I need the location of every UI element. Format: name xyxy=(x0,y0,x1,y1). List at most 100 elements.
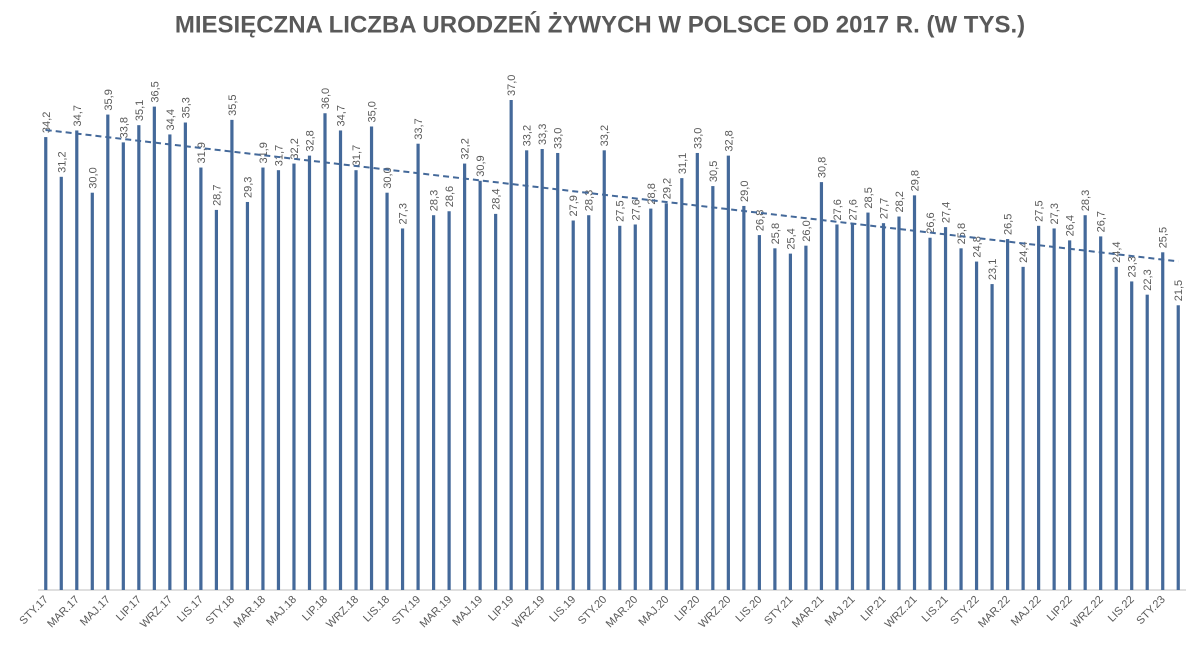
bar xyxy=(912,195,917,590)
bar xyxy=(1005,239,1010,590)
bar xyxy=(928,237,932,590)
bar xyxy=(1037,225,1041,591)
value-label: 28,8 xyxy=(646,183,658,204)
value-label: 32,2 xyxy=(460,138,472,159)
bar xyxy=(1145,294,1149,590)
x-tick-label: STY.23 xyxy=(1134,594,1167,627)
x-tick-label: LIP.21 xyxy=(859,594,889,624)
bar xyxy=(245,201,250,591)
x-tick-label: LIS.19 xyxy=(547,594,578,625)
value-label: 34,2 xyxy=(41,112,53,133)
bar xyxy=(369,126,374,591)
bar xyxy=(850,224,855,590)
bar xyxy=(168,134,172,590)
bar xyxy=(447,211,451,591)
value-label: 35,1 xyxy=(134,100,146,121)
value-label: 27,4 xyxy=(941,202,953,223)
bar xyxy=(1021,266,1025,590)
value-label: 32,8 xyxy=(723,130,735,151)
x-tick-label: LIP.17 xyxy=(114,594,144,624)
value-label: 31,7 xyxy=(273,145,285,166)
value-label: 26,0 xyxy=(801,220,813,241)
x-tick-label: WRZ.20 xyxy=(696,594,733,631)
x-tick-label: LIP.19 xyxy=(486,594,516,624)
bar xyxy=(757,235,761,590)
value-label: 29,8 xyxy=(910,170,922,191)
bar xyxy=(509,100,513,590)
bar xyxy=(431,215,436,590)
x-tick-label: LIP.22 xyxy=(1045,594,1075,624)
bar xyxy=(385,192,389,590)
bar xyxy=(773,248,777,590)
value-label: 28,3 xyxy=(429,190,441,211)
value-label: 31,2 xyxy=(56,151,68,172)
bar xyxy=(726,155,730,590)
value-label: 33,0 xyxy=(692,128,704,149)
value-label: 24,4 xyxy=(1018,241,1030,262)
bar xyxy=(292,163,296,590)
bar xyxy=(804,245,808,591)
x-tick-label: LIS.21 xyxy=(920,594,951,625)
bar xyxy=(261,167,265,591)
bar xyxy=(835,224,839,590)
x-tick-label: MAR.22 xyxy=(976,594,1013,631)
bar xyxy=(788,253,793,590)
value-label: 33,2 xyxy=(522,125,534,146)
value-label: 34,7 xyxy=(72,105,84,126)
bar xyxy=(230,119,234,590)
value-label: 33,8 xyxy=(118,117,130,138)
bar xyxy=(742,205,746,590)
bar xyxy=(463,163,467,590)
value-label: 28,6 xyxy=(444,186,456,207)
bar xyxy=(556,152,560,591)
bar xyxy=(183,122,187,590)
value-label: 25,4 xyxy=(785,228,797,249)
value-label: 26,5 xyxy=(1003,214,1015,235)
x-tick-label: MAJ.18 xyxy=(264,594,299,629)
bar xyxy=(1161,252,1165,590)
bar xyxy=(152,106,156,591)
bar xyxy=(819,182,824,591)
value-label: 31,9 xyxy=(258,142,270,163)
value-label: 28,3 xyxy=(584,190,596,211)
value-label: 34,4 xyxy=(165,109,177,130)
bar xyxy=(276,170,281,590)
x-tick-label: MAR.21 xyxy=(790,594,827,631)
bar xyxy=(478,180,482,590)
value-label: 27,5 xyxy=(615,200,627,221)
value-label: 26,4 xyxy=(1065,215,1077,236)
x-tick-label: LIP.18 xyxy=(300,594,330,624)
value-label: 33,3 xyxy=(537,124,549,145)
value-label: 31,7 xyxy=(351,145,363,166)
x-tick-label: MAR.19 xyxy=(418,594,455,631)
bar xyxy=(400,228,405,590)
value-label: 34,7 xyxy=(336,105,348,126)
value-label: 27,5 xyxy=(1034,200,1046,221)
value-label: 27,6 xyxy=(847,199,859,220)
bar xyxy=(897,216,901,591)
trendline xyxy=(45,129,1179,263)
x-tick-label: WRZ.19 xyxy=(510,594,547,631)
bar xyxy=(44,137,48,590)
bar xyxy=(711,186,715,590)
x-tick-label: MAJ.19 xyxy=(450,594,485,629)
value-label: 37,0 xyxy=(506,75,518,96)
value-label: 21,5 xyxy=(1173,280,1185,301)
bar xyxy=(1176,305,1180,590)
value-label: 35,9 xyxy=(103,89,115,110)
bar xyxy=(571,220,575,590)
bar xyxy=(338,130,343,590)
bar xyxy=(59,176,63,591)
bar xyxy=(494,213,498,590)
bar xyxy=(75,130,79,590)
value-label: 27,7 xyxy=(878,198,890,219)
value-label: 33,2 xyxy=(599,125,611,146)
x-tick-label: MAR.20 xyxy=(604,594,641,631)
x-tick-label: LIS.18 xyxy=(361,594,392,625)
value-label: 33,7 xyxy=(413,118,425,139)
bar xyxy=(323,113,327,591)
bar xyxy=(1068,240,1072,591)
value-label: 26,7 xyxy=(1096,211,1108,232)
bar xyxy=(587,215,591,590)
x-tick-label: WRZ.21 xyxy=(883,594,920,631)
